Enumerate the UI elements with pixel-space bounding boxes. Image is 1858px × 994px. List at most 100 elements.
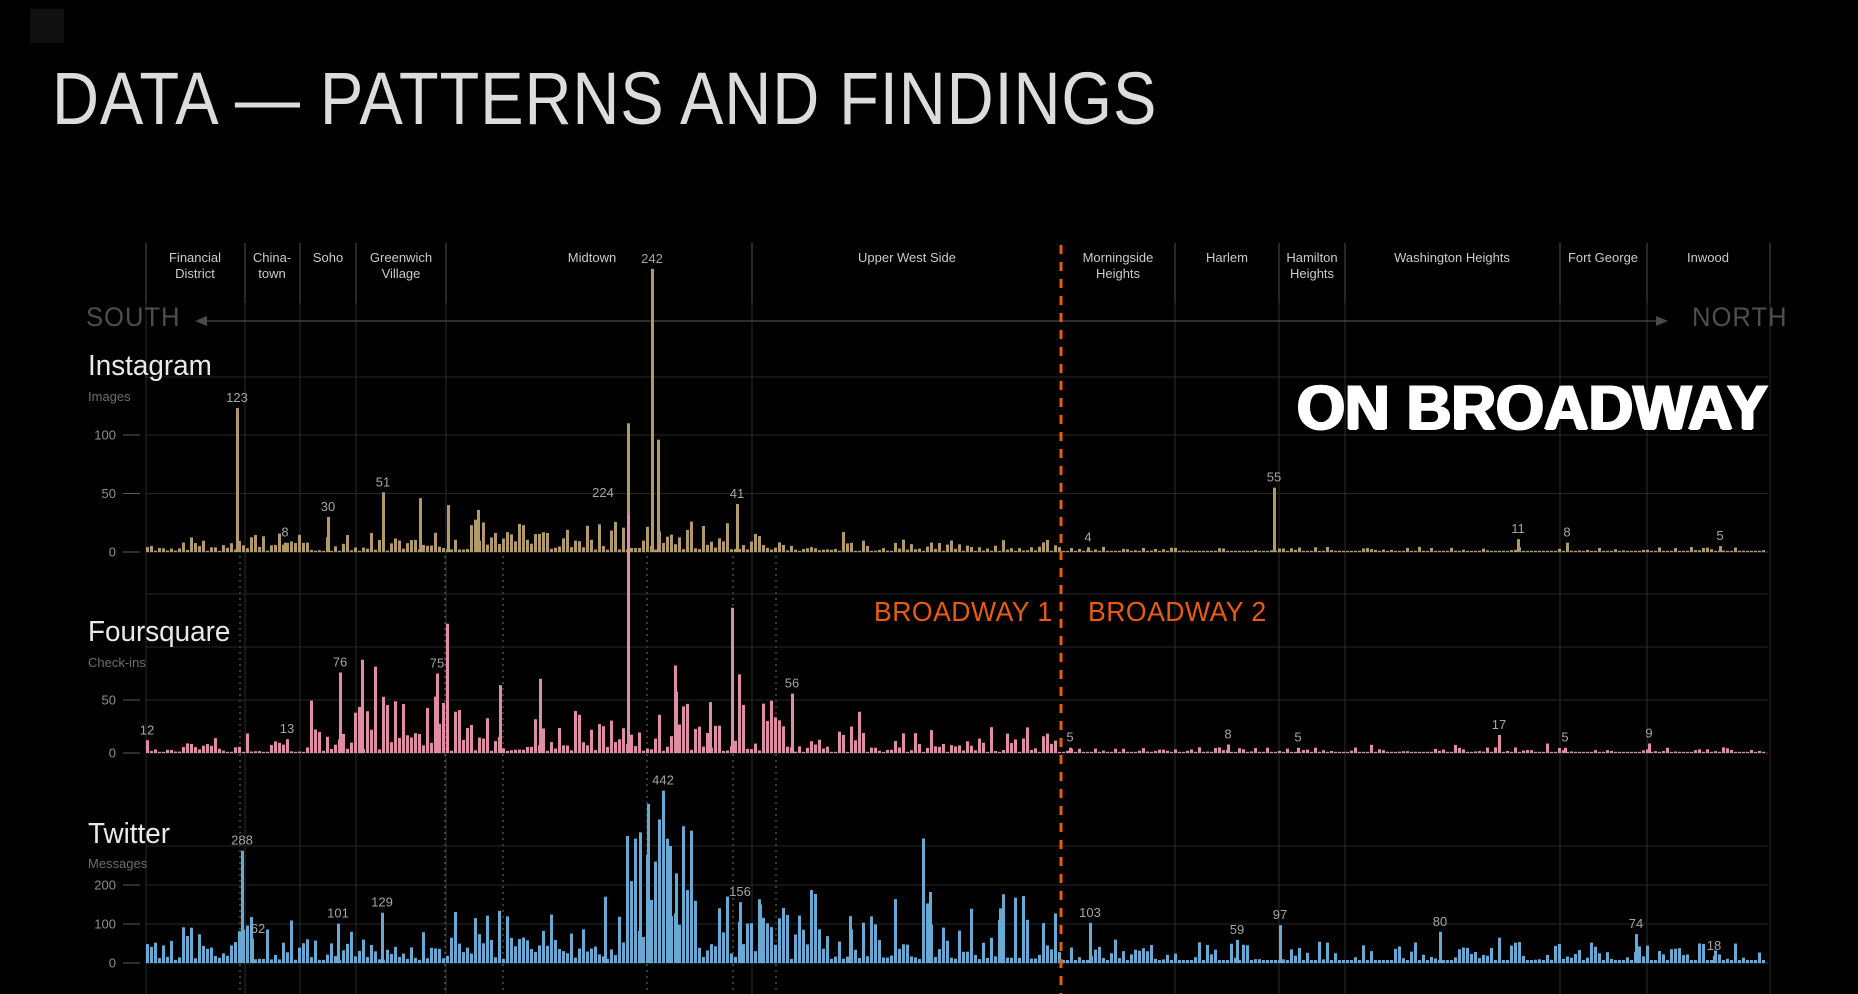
bar (1562, 958, 1565, 963)
bar-peak (657, 439, 660, 552)
bar (1510, 550, 1513, 552)
bar (970, 546, 973, 552)
bar-labeled-peak (1648, 743, 1651, 753)
bar (942, 927, 945, 963)
bar (602, 546, 605, 552)
bar (1298, 547, 1301, 552)
bar (294, 959, 297, 963)
bar (1382, 960, 1385, 963)
bar (910, 956, 913, 963)
bar (1266, 747, 1269, 753)
bar (858, 711, 861, 753)
bar (1506, 960, 1509, 963)
bar (1366, 548, 1369, 552)
bar (574, 957, 577, 963)
bar (1442, 550, 1445, 552)
value-label: 74 (1629, 916, 1643, 931)
bar (230, 945, 233, 963)
bar (346, 943, 349, 963)
bar (1638, 751, 1641, 753)
bar (466, 728, 469, 753)
bar (282, 744, 285, 753)
bar (1098, 550, 1101, 552)
bar (1746, 751, 1749, 753)
bar (1290, 751, 1293, 753)
bar (1414, 942, 1417, 963)
bar (1418, 960, 1421, 963)
bar (414, 733, 417, 753)
bar (1394, 751, 1397, 753)
bar (798, 746, 801, 753)
bar (450, 549, 453, 552)
bar (1318, 941, 1321, 963)
bar (1126, 751, 1129, 753)
bar (706, 544, 709, 552)
bar (1374, 751, 1377, 753)
bar (1690, 751, 1693, 753)
bar (966, 545, 969, 552)
bar (1150, 751, 1153, 753)
bar (1106, 960, 1109, 963)
bar (490, 750, 493, 753)
bar (514, 749, 517, 753)
bar (438, 546, 441, 552)
value-label: 8 (1224, 727, 1231, 742)
bar (1670, 949, 1673, 963)
bar (522, 525, 525, 552)
bar-peak (604, 896, 607, 963)
bar (1326, 751, 1329, 753)
bar (554, 547, 557, 552)
bar (1050, 949, 1053, 963)
bar (1034, 550, 1037, 552)
bar (386, 550, 389, 552)
bar (1002, 894, 1005, 963)
bar (1738, 751, 1741, 753)
bar (698, 947, 701, 963)
bar (510, 750, 513, 753)
bar (1062, 751, 1065, 753)
bar (1362, 548, 1365, 552)
bar (786, 746, 789, 753)
bar (1150, 550, 1153, 552)
bar (378, 959, 381, 963)
bar (1198, 942, 1201, 963)
bar (462, 549, 465, 552)
bar (930, 542, 933, 552)
bar (1538, 959, 1541, 963)
bar (970, 745, 973, 753)
value-label: 97 (1273, 907, 1287, 922)
bar (1418, 751, 1421, 753)
bar (154, 942, 157, 963)
y-tick-label: 100 (94, 917, 116, 932)
bar (1582, 960, 1585, 963)
bar (526, 539, 529, 552)
bar (1354, 747, 1357, 753)
bar (306, 542, 309, 552)
bar-labeled-peak (662, 790, 665, 963)
bar (246, 733, 249, 753)
bar (1418, 546, 1421, 552)
bar (1686, 954, 1689, 963)
bar (518, 939, 521, 963)
bar (430, 947, 433, 963)
bar (1130, 954, 1133, 963)
bar (1730, 550, 1733, 552)
bar (1694, 960, 1697, 963)
bar (1066, 960, 1069, 963)
bar (666, 838, 669, 963)
bar (1286, 550, 1289, 552)
bar (202, 540, 205, 552)
instagram-chart-title: Instagram (88, 350, 212, 382)
bar (1086, 959, 1089, 963)
bar (1670, 550, 1673, 552)
bar (1342, 960, 1345, 963)
north-label: NORTH (1692, 302, 1788, 332)
bar (1558, 747, 1561, 753)
bar (242, 751, 245, 753)
bar (634, 838, 637, 963)
bar (1386, 550, 1389, 552)
bar (1062, 960, 1065, 963)
bar (998, 751, 1001, 753)
bar (1414, 751, 1417, 753)
bar (1430, 956, 1433, 963)
